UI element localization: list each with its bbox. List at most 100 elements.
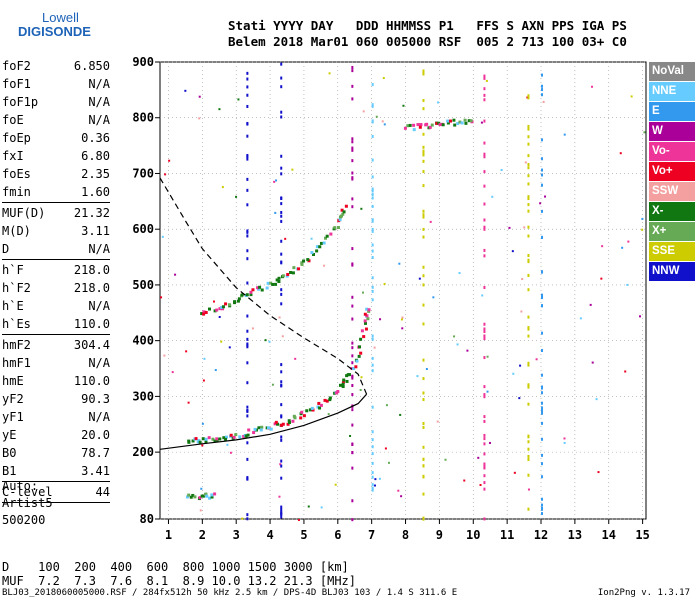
trace-dot: [315, 245, 319, 249]
y-tick-label: 500: [132, 278, 154, 292]
trace-dot: [200, 312, 204, 316]
echo-dot: [201, 444, 204, 447]
interference-dot: [483, 227, 486, 231]
interference-dot: [527, 94, 530, 98]
interference-dot: [280, 476, 283, 480]
param-row: MUF(D) 21.32: [2, 204, 110, 222]
trace-dot: [463, 118, 467, 122]
echo-dot: [328, 72, 331, 75]
interference-dot: [351, 317, 354, 321]
param-name: h`F2: [2, 281, 31, 295]
muf-row: MUF 7.2 7.3 7.6 8.1 8.9 10.0 13.2 21.3 […: [2, 574, 357, 588]
param-value: 21.32: [73, 206, 110, 220]
trace-dot: [302, 259, 306, 263]
interference-dot: [483, 437, 486, 441]
interference-dot: [483, 248, 486, 252]
trace-dot: [342, 210, 346, 214]
echo-dot: [520, 310, 523, 313]
interference-dot: [527, 507, 530, 511]
param-value: 6.850: [73, 59, 110, 73]
echo-dot: [591, 361, 594, 364]
interference-dot: [527, 402, 530, 406]
interference-dot: [422, 377, 425, 381]
echo-dot: [307, 505, 310, 508]
trace-dot: [269, 281, 273, 285]
interference-dot: [371, 256, 374, 260]
x-tick-label: 12: [534, 528, 548, 542]
param-value: 304.4: [73, 338, 110, 352]
interference-dot: [541, 235, 544, 239]
trace-dot: [257, 287, 261, 291]
interference-dot: [527, 327, 530, 331]
trace-dot: [185, 495, 189, 499]
interference-dot: [351, 159, 354, 163]
trace-dot: [355, 359, 359, 363]
echo-dot: [275, 179, 278, 182]
trace-dot: [189, 495, 193, 499]
echo-dot: [174, 273, 177, 276]
trace-dot: [359, 351, 363, 355]
interference-dot: [351, 518, 354, 522]
echo-dot: [401, 327, 404, 330]
interference-dot: [541, 437, 544, 441]
interference-dot: [541, 391, 544, 395]
echo-dot: [334, 483, 337, 486]
echo-dot: [400, 495, 403, 498]
interference-dot: [422, 213, 425, 217]
x-tick-label: 8: [402, 528, 409, 542]
echo-dot: [591, 85, 594, 88]
trace-dot: [419, 123, 423, 127]
interference-dot: [422, 227, 425, 231]
trace-dot: [441, 123, 445, 127]
interference-dot: [527, 315, 530, 319]
interference-dot: [280, 438, 283, 442]
interference-dot: [280, 154, 283, 158]
param-name: hmE: [2, 374, 24, 388]
interference-dot: [483, 93, 486, 97]
interference-dot: [371, 285, 374, 289]
trace-dot: [274, 282, 278, 286]
y-tick-label: 80: [140, 512, 154, 526]
interference-dot: [280, 166, 283, 170]
echo-dot: [491, 195, 494, 198]
trace-dot: [359, 337, 363, 341]
interference-dot: [280, 210, 283, 214]
interference-dot: [280, 363, 283, 367]
legend-entry-w: W: [649, 122, 695, 141]
trace-dot: [292, 414, 296, 418]
interference-dot: [246, 361, 249, 365]
legend-entry-vo: Vo+: [649, 162, 695, 181]
param-row: foF1p N/A: [2, 93, 110, 111]
interference-dot: [371, 471, 374, 475]
true-height-profile: [159, 393, 368, 450]
interference-dot: [246, 477, 249, 481]
trace-dot: [403, 126, 407, 130]
trace-dot: [325, 399, 329, 403]
interference-dot: [246, 329, 249, 333]
x-tick-label: 15: [635, 528, 649, 542]
model-profile-dashed: [159, 177, 368, 395]
echo-dot: [519, 364, 522, 367]
interference-dot: [541, 401, 544, 405]
echo-dot: [291, 168, 294, 171]
echo-dot: [579, 317, 582, 320]
trace-dot: [328, 396, 332, 400]
trace-dot: [215, 437, 219, 441]
y-tick-label: 300: [132, 389, 154, 403]
trace-dot: [274, 420, 278, 424]
interference-dot: [422, 457, 425, 461]
interference-dot: [527, 447, 530, 451]
trace-dot: [460, 121, 464, 125]
interference-dot: [527, 209, 530, 213]
trace-dot: [449, 119, 453, 123]
echo-dot: [273, 180, 276, 183]
interference-dot: [541, 411, 544, 415]
echo-dot: [402, 104, 405, 107]
legend-entry-ssw: SSW: [649, 182, 695, 201]
echo-dot: [294, 357, 297, 360]
echo-dot: [278, 316, 281, 319]
interference-dot: [527, 440, 530, 444]
trace-dot: [418, 125, 422, 129]
echo-dot: [360, 376, 363, 379]
trace-dot: [215, 308, 219, 312]
